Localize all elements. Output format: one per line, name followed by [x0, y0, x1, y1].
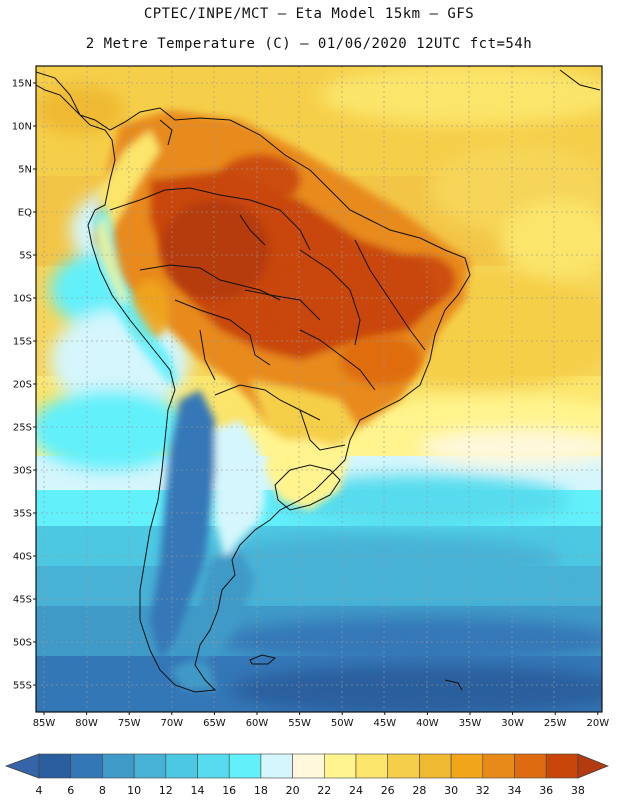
lon-label: 70W: [160, 718, 183, 729]
lat-label: 10N: [12, 122, 32, 133]
colorbar-tick-label: 36: [539, 784, 553, 797]
temperature-field: [36, 66, 602, 712]
colorbar-tick-label: 24: [349, 784, 363, 797]
lon-label: 80W: [75, 718, 98, 729]
colorbar-tick-label: 14: [191, 784, 205, 797]
lat-label: 5N: [18, 165, 32, 176]
lat-label: 35S: [13, 509, 32, 520]
colorbar-swatch: [545, 753, 579, 779]
title-line-2: 2 Metre Temperature (C) – 01/06/2020 12U…: [85, 36, 533, 52]
colorbar-swatch: [38, 753, 72, 779]
lat-label: 50S: [13, 638, 32, 649]
colorbar-tick-label: 22: [317, 784, 331, 797]
colorbar-swatch: [387, 753, 420, 779]
colorbar: [4, 753, 609, 779]
lon-label: 50W: [331, 718, 354, 729]
colorbar-tick-label: 8: [99, 784, 106, 797]
colorbar-swatch: [355, 753, 389, 779]
colorbar-labels: 4 6 8 10 12 14 16 18 20 22 24 26 28 30 32 34 36 38: [36, 784, 585, 797]
title-line-1: CPTEC/INPE/MCT – Eta Model 15km – GFS: [143, 6, 475, 22]
lon-label: 45W: [373, 718, 396, 729]
lat-label: 5S: [19, 251, 32, 262]
colorbar-swatch: [102, 753, 135, 779]
coastlines: [36, 69, 601, 693]
map-frame: [35, 65, 603, 713]
colorbar-tick-label: 32: [476, 784, 490, 797]
colorbar-swatch: [228, 753, 262, 779]
colorbar-tick-label: 12: [159, 784, 173, 797]
lon-label: 55W: [288, 718, 311, 729]
colorbar-swatch: [197, 753, 230, 779]
lon-label: 35W: [459, 718, 482, 729]
latitude-labels: 15N 10N 5N EQ 5S 10S 15S 20S 25S 30S 35S 40S 45S 50S 5…: [12, 79, 36, 692]
lat-label: EQ: [18, 208, 32, 219]
colorbar-swatch: [450, 753, 484, 779]
lat-label: 10S: [13, 294, 32, 305]
lat-label: 15N: [12, 79, 32, 90]
lat-label: 15S: [13, 337, 32, 348]
lat-label: 55S: [13, 681, 32, 692]
colorbar-swatch: [292, 753, 325, 779]
lon-label: 60W: [246, 718, 269, 729]
lon-label: 20W: [586, 718, 609, 729]
lat-label: 40S: [13, 552, 32, 563]
colorbar-high-arrow: [577, 753, 609, 779]
colorbar-tick-label: 6: [67, 784, 74, 797]
lon-label: 30W: [501, 718, 524, 729]
longitude-labels: 85W 80W 75W 70W 65W 60W 55W 50W 45W 40W 35W 30W 25W 2…: [33, 712, 609, 729]
colorbar-swatch: [419, 753, 452, 779]
lon-label: 40W: [416, 718, 439, 729]
colorbar-swatch: [323, 753, 357, 779]
lon-label: 75W: [118, 718, 141, 729]
grid-lines: [36, 66, 602, 712]
colorbar-tick-label: 38: [571, 784, 585, 797]
colorbar-swatch: [482, 753, 515, 779]
lon-label: 65W: [203, 718, 226, 729]
lon-label: 85W: [33, 718, 56, 729]
colorbar-swatch: [70, 753, 103, 779]
colorbar-low-arrow: [4, 753, 40, 779]
colorbar-tick-label: 4: [36, 784, 43, 797]
lat-label: 25S: [13, 423, 32, 434]
colorbar-tick-label: 18: [254, 784, 268, 797]
colorbar-tick-label: 26: [381, 784, 395, 797]
colorbar-swatch: [165, 753, 198, 779]
lat-label: 45S: [13, 595, 32, 606]
colorbar-swatch: [260, 753, 293, 779]
lat-label: 20S: [13, 380, 32, 391]
colorbar-tick-label: 28: [412, 784, 426, 797]
colorbar-tick-label: 30: [444, 784, 458, 797]
colorbar-swatch: [133, 753, 167, 779]
lat-label: 30S: [13, 466, 32, 477]
lon-label: 25W: [544, 718, 567, 729]
colorbar-tick-label: 34: [508, 784, 522, 797]
colorbar-swatch: [514, 753, 547, 779]
colorbar-tick-label: 20: [286, 784, 300, 797]
colorbar-tick-label: 16: [222, 784, 236, 797]
colorbar-tick-label: 10: [127, 784, 141, 797]
